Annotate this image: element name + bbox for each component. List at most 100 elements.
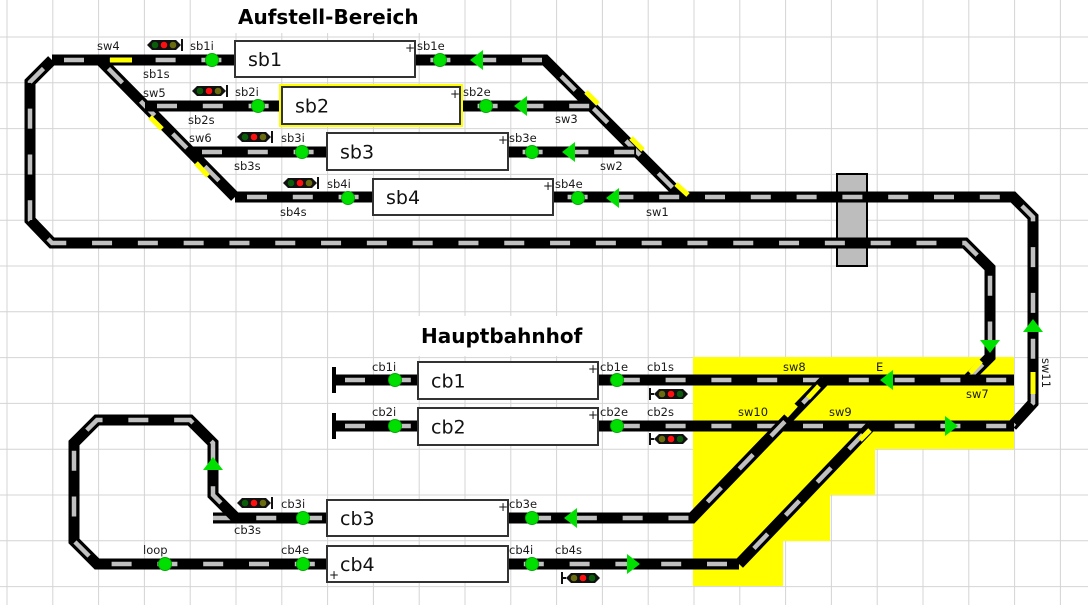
element-label: sw2	[600, 159, 623, 173]
signal-lamp-icon[interactable]	[649, 388, 688, 400]
element-label: cb3i	[281, 497, 305, 511]
direction-arrow-icon	[1023, 319, 1043, 332]
sensor-dot-icon[interactable]	[296, 557, 310, 571]
sensor-dot-icon[interactable]	[296, 511, 310, 525]
element-label: sb2e	[463, 85, 491, 99]
sensor-dot-icon[interactable]	[205, 53, 219, 67]
element-label: sw11	[1039, 358, 1053, 388]
block-name: cb4	[340, 554, 375, 576]
sensor-dot-icon[interactable]	[525, 511, 539, 525]
element-label: sw4	[97, 39, 120, 53]
element-label: sb3e	[509, 131, 537, 145]
buffer-stop-icon	[332, 367, 336, 393]
switch-state-indicator[interactable]	[674, 182, 690, 197]
track-segment[interactable]	[68, 414, 739, 570]
sensor-dot-icon[interactable]	[479, 99, 493, 113]
element-label: sb4e	[555, 177, 583, 191]
sensor-dot-icon[interactable]	[158, 557, 172, 571]
direction-arrow-icon	[203, 457, 223, 470]
switch-state-indicator[interactable]	[858, 428, 872, 442]
block-sb2[interactable]: sb2 +	[279, 84, 463, 127]
element-label: sw8	[783, 360, 806, 374]
section-title-upper: Aufstell-Bereich	[238, 5, 419, 29]
block-expand-icon[interactable]: +	[588, 362, 598, 376]
track-sleepers	[737, 424, 873, 566]
sensor-dot-icon[interactable]	[525, 145, 539, 159]
block-expand-icon[interactable]: +	[498, 133, 508, 147]
direction-arrow-icon	[880, 370, 893, 390]
element-label: cb1i	[372, 360, 396, 374]
switch-state-indicator[interactable]	[629, 136, 645, 152]
track-sleepers	[235, 194, 1036, 428]
element-label: sb1e	[417, 39, 445, 53]
element-label: sb4s	[280, 205, 307, 219]
block-expand-icon[interactable]: +	[498, 500, 508, 514]
element-label: sw5	[143, 86, 166, 100]
sensor-dot-icon[interactable]	[388, 373, 402, 387]
sensor-dot-icon[interactable]	[295, 145, 309, 159]
block-name: cb3	[340, 508, 375, 530]
sensor-dot-icon[interactable]	[388, 419, 402, 433]
direction-arrow-icon	[514, 96, 527, 116]
signal-lamp-icon[interactable]	[283, 177, 319, 189]
section-title-lower: Hauptbahnhof	[421, 324, 583, 348]
direction-arrow-icon	[945, 416, 958, 436]
signal-lamp-icon[interactable]	[237, 131, 273, 143]
direction-arrow-icon	[980, 340, 1000, 353]
block-expand-icon[interactable]: +	[329, 568, 339, 582]
element-label: cb4s	[555, 543, 582, 557]
element-label: cb4i	[509, 543, 533, 557]
block-sb3[interactable]: sb3 +	[326, 132, 509, 171]
switch-state-indicator[interactable]	[194, 161, 210, 178]
block-sb4[interactable]: sb4 +	[372, 178, 554, 216]
switch-state-indicator[interactable]	[968, 359, 983, 375]
signal-lamp-icon[interactable]	[192, 85, 228, 97]
element-label: sw9	[829, 405, 852, 419]
level-crossing-icon[interactable]	[836, 173, 868, 267]
element-label: sw3	[555, 112, 578, 126]
element-label: sb4i	[327, 177, 351, 191]
element-label: sw1	[646, 205, 669, 219]
sensor-dot-icon[interactable]	[433, 53, 447, 67]
sensor-dot-icon[interactable]	[525, 557, 539, 571]
block-expand-icon[interactable]: +	[405, 41, 415, 55]
element-label: sw10	[738, 405, 768, 419]
element-label: sb1s	[143, 67, 170, 81]
switch-state-indicator[interactable]	[784, 403, 798, 418]
track-sleepers	[27, 58, 993, 382]
direction-arrow-icon	[606, 188, 619, 208]
element-label: E	[876, 360, 883, 374]
element-label: cb2e	[600, 405, 628, 419]
block-cb3[interactable]: cb3 +	[326, 499, 509, 537]
block-expand-icon[interactable]: +	[588, 408, 598, 422]
sensor-dot-icon[interactable]	[610, 419, 624, 433]
block-name: cb1	[431, 371, 466, 393]
element-label: cb4e	[281, 543, 309, 557]
signal-lamp-icon[interactable]	[237, 497, 273, 509]
block-cb2[interactable]: cb2 +	[417, 407, 599, 446]
sensor-dot-icon[interactable]	[610, 373, 624, 387]
signal-lamp-icon[interactable]	[561, 572, 600, 584]
switch-state-indicator[interactable]	[806, 384, 821, 400]
element-label: cb3s	[234, 523, 261, 537]
element-label: loop	[143, 543, 168, 557]
direction-arrow-icon	[564, 508, 577, 528]
switch-state-indicator[interactable]	[148, 115, 164, 131]
block-sb1[interactable]: sb1 +	[234, 40, 416, 78]
signal-lamp-icon[interactable]	[649, 433, 688, 445]
block-cb1[interactable]: cb1 +	[417, 361, 599, 400]
element-label: cb2i	[372, 405, 396, 419]
block-cb4[interactable]: cb4+	[326, 545, 509, 583]
signal-lamp-icon[interactable]	[147, 39, 183, 51]
element-label: sb3s	[234, 159, 261, 173]
track-sleepers	[98, 58, 237, 199]
sensor-dot-icon[interactable]	[341, 191, 355, 205]
switch-state-indicator[interactable]	[584, 90, 600, 106]
element-label: sw6	[189, 131, 212, 145]
sensor-dot-icon[interactable]	[571, 191, 585, 205]
block-expand-icon[interactable]: +	[450, 87, 460, 101]
block-expand-icon[interactable]: +	[543, 179, 553, 193]
sensor-dot-icon[interactable]	[251, 99, 265, 113]
track-sleepers	[71, 417, 739, 567]
